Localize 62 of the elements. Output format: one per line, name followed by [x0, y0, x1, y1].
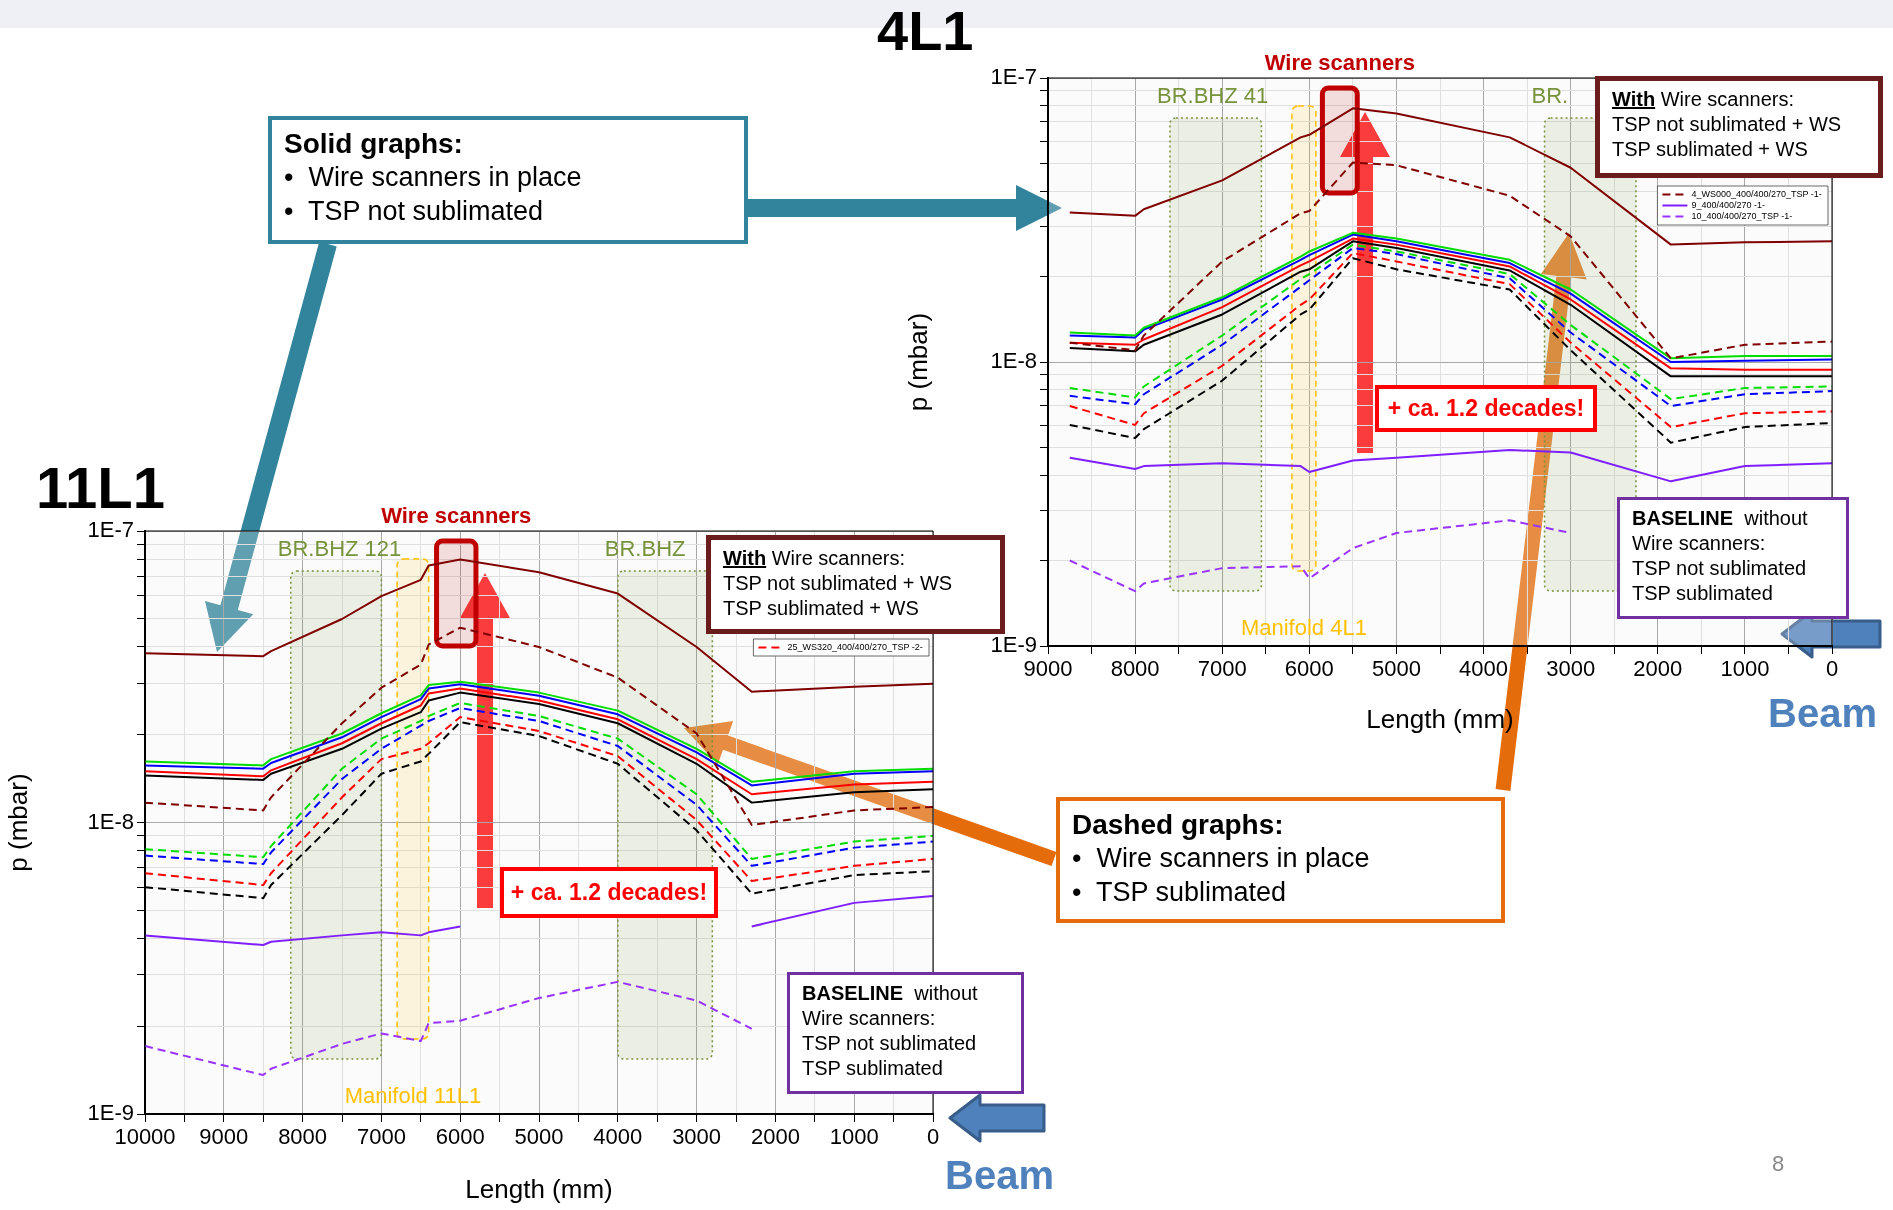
annotation: With Wire scanners: TSP not sublimated + WS TSP sublimated + WS [1612, 87, 1843, 162]
x-tick-label: 9000 [199, 1124, 249, 1150]
callout-box: + ca. 1.2 decades! [500, 867, 718, 918]
y-tick-label: 1E-9 [87, 1100, 134, 1126]
x-tick-label: 6000 [435, 1124, 485, 1150]
x-tick-label: 8000 [278, 1124, 328, 1150]
x-tick-label: 4000 [593, 1124, 643, 1150]
annotation: + ca. 1.2 decades! [1386, 394, 1586, 423]
annotation: + ca. 1.2 decades! [509, 878, 709, 907]
text: Beam [945, 1152, 1054, 1199]
x-tick-label: 1000 [1720, 656, 1770, 682]
band-label: Manifold 4L1 [1240, 615, 1367, 641]
x-tick-label: 1000 [829, 1124, 879, 1150]
band-label: BR. [1531, 83, 1569, 109]
x-tick-label: 10000 [114, 1124, 176, 1150]
x-tick-label: 4000 [1459, 656, 1509, 682]
text: Beam [1768, 690, 1877, 737]
line-series [145, 626, 933, 827]
band-label: Wire scanners [381, 503, 532, 529]
x-tick-label: 3000 [672, 1124, 722, 1150]
callout-box: BASELINE without Wire scanners: TSP not sublimated TSP sublimated [1617, 497, 1849, 619]
y-tick-label: 1E-8 [87, 808, 134, 834]
y-tick-label: 1E-9 [990, 632, 1037, 658]
band-label: BR.BHZ 41 [1156, 83, 1269, 109]
annotation: With Wire scanners: TSP not sublimated + WS TSP sublimated + WS [723, 546, 954, 621]
callout-box: With Wire scanners: TSP not sublimated + WS TSP sublimated + WS [1595, 76, 1883, 178]
annotation: BASELINE without Wire scanners: TSP not sublimated TSP sublimated [1632, 506, 1809, 606]
line-series [145, 980, 753, 1077]
callout-box: Solid graphs: • Wire scanners in place • TSP not sublimated [268, 116, 748, 244]
x-tick-label: 5000 [514, 1124, 564, 1150]
x-tick-label: 7000 [356, 1124, 406, 1150]
legend-label: 9_400/400/270 -1- [1691, 199, 1765, 210]
band-label: Wire scanners [1264, 50, 1415, 76]
band-label: Manifold 11L1 [344, 1083, 482, 1109]
x-tick-label: 2000 [1633, 656, 1683, 682]
legend-label: 10_400/400/270_TSP -1- [1691, 210, 1793, 221]
annotation: BASELINE without Wire scanners: TSP not sublimated TSP sublimated [802, 981, 979, 1081]
legend-label: 4_WS000_400/400/270_TSP -1- [1691, 188, 1822, 199]
x-tick-label: 7000 [1197, 656, 1247, 682]
callout-box: BASELINE without Wire scanners: TSP not sublimated TSP sublimated [787, 972, 1024, 1094]
x-tick-label: 6000 [1284, 656, 1334, 682]
band-label: BR.BHZ 121 [277, 536, 402, 562]
y-tick-label: 1E-8 [990, 348, 1037, 374]
x-axis-title: Length (mm) [465, 1173, 613, 1204]
x-tick-label: 2000 [750, 1124, 800, 1150]
legend-label: 25_WS320_400/400/270_TSP -2- [787, 641, 923, 652]
x-tick-label: 0 [926, 1124, 940, 1150]
x-tick-label: 0 [1825, 656, 1839, 682]
x-tick-label: 8000 [1110, 656, 1160, 682]
callout-box: + ca. 1.2 decades! [1375, 385, 1597, 432]
x-tick-label: 5000 [1371, 656, 1421, 682]
y-axis-title: p (mbar) [2, 773, 33, 872]
chart-title: 4L1 [877, 0, 974, 63]
x-tick-label: 9000 [1023, 656, 1073, 682]
callout-box: Dashed graphs: • Wire scanners in place • TSP sublimated [1056, 797, 1505, 923]
band-label: BR.BHZ [604, 536, 686, 562]
callout-box: With Wire scanners: TSP not sublimated + WS TSP sublimated + WS [706, 535, 1005, 634]
text: 8 [1772, 1150, 1785, 1178]
x-tick-label: 3000 [1546, 656, 1596, 682]
line-series [1068, 161, 1832, 360]
y-axis-title: p (mbar) [902, 312, 933, 412]
y-tick-label: 1E-7 [990, 64, 1037, 90]
